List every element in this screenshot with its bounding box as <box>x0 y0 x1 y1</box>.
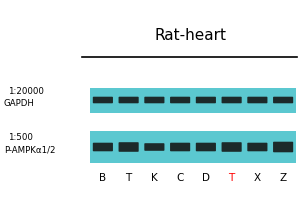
Text: C: C <box>176 173 184 183</box>
FancyBboxPatch shape <box>273 97 293 103</box>
Text: K: K <box>151 173 158 183</box>
FancyBboxPatch shape <box>196 143 216 151</box>
FancyBboxPatch shape <box>93 97 113 103</box>
FancyBboxPatch shape <box>118 97 139 103</box>
FancyBboxPatch shape <box>118 142 139 152</box>
FancyBboxPatch shape <box>273 142 293 152</box>
Text: 1:20000: 1:20000 <box>8 86 44 96</box>
FancyBboxPatch shape <box>222 142 242 152</box>
Bar <box>90 131 296 163</box>
Bar <box>90 88 296 112</box>
Text: GAPDH: GAPDH <box>4 98 35 108</box>
Text: D: D <box>202 173 210 183</box>
Text: Z: Z <box>280 173 287 183</box>
Text: Rat-heart: Rat-heart <box>154 27 226 43</box>
FancyBboxPatch shape <box>247 143 267 151</box>
FancyBboxPatch shape <box>144 97 164 103</box>
Text: T: T <box>229 173 235 183</box>
Text: B: B <box>99 173 106 183</box>
Text: T: T <box>125 173 132 183</box>
FancyBboxPatch shape <box>170 143 190 151</box>
FancyBboxPatch shape <box>222 97 242 103</box>
FancyBboxPatch shape <box>144 143 164 151</box>
Text: P-AMPKα1/2: P-AMPKα1/2 <box>4 146 55 154</box>
FancyBboxPatch shape <box>247 97 267 103</box>
FancyBboxPatch shape <box>196 97 216 103</box>
Text: 1:500: 1:500 <box>8 134 33 142</box>
FancyBboxPatch shape <box>170 97 190 103</box>
Text: X: X <box>254 173 261 183</box>
FancyBboxPatch shape <box>93 143 113 151</box>
